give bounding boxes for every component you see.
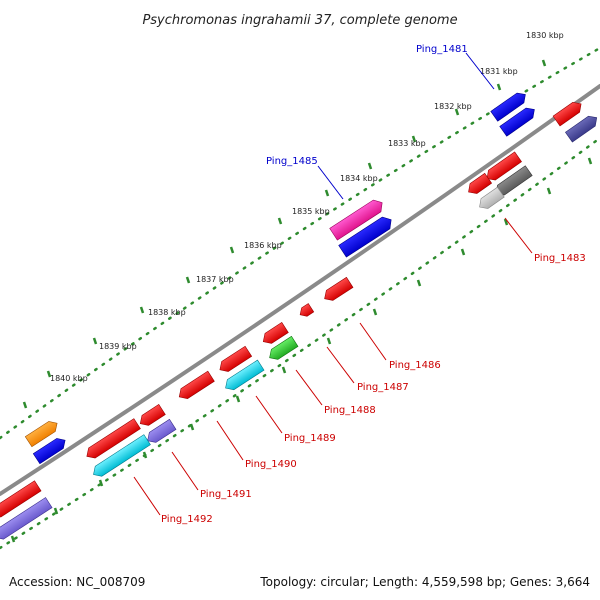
gene-ping-1489-cyan[interactable] bbox=[222, 359, 265, 393]
tick-label-1831: 1831 kbp bbox=[480, 67, 518, 76]
gene-reverse-red-right-2[interactable] bbox=[465, 172, 493, 197]
gene-ping-1481-b[interactable] bbox=[499, 105, 538, 137]
gene-reverse-red-bottom-left[interactable] bbox=[0, 480, 42, 520]
gene-reverse-red-long[interactable] bbox=[84, 418, 141, 462]
forward-leader-lines bbox=[317, 52, 495, 200]
tick-label-1839: 1839 kbp bbox=[99, 342, 137, 351]
tick-label-1832: 1832 kbp bbox=[434, 102, 472, 111]
gene-ping-1489-red[interactable] bbox=[217, 345, 253, 375]
gene-ping-1490[interactable] bbox=[176, 370, 215, 402]
gene-ping-1483-light[interactable] bbox=[476, 186, 505, 212]
tick-label-1840: 1840 kbp bbox=[50, 374, 88, 383]
label-ping-1486[interactable]: Ping_1486 bbox=[389, 360, 441, 371]
tick-label-1833: 1833 kbp bbox=[388, 139, 426, 148]
tick-label-1837: 1837 kbp bbox=[196, 275, 234, 284]
outer-ruler-ticks bbox=[22, 59, 547, 409]
gene-ping-1492[interactable] bbox=[90, 434, 151, 480]
label-ping-1483[interactable]: Ping_1483 bbox=[534, 253, 586, 264]
label-ping-1488[interactable]: Ping_1488 bbox=[324, 405, 376, 416]
gene-forward-blue-below-1485[interactable] bbox=[338, 214, 395, 258]
genome-backbone bbox=[0, 84, 600, 496]
map-title: Psychromonas ingrahamii 37, complete gen… bbox=[142, 13, 457, 28]
gene-forward-blue-left[interactable] bbox=[32, 435, 68, 465]
reverse-leader-lines bbox=[133, 217, 533, 516]
label-ping-1491[interactable]: Ping_1491 bbox=[200, 489, 252, 500]
label-ping-1487[interactable]: Ping_1487 bbox=[357, 382, 409, 393]
label-ping-1492[interactable]: Ping_1492 bbox=[161, 514, 213, 525]
tick-label-1838: 1838 kbp bbox=[148, 308, 186, 317]
tick-label-1835: 1835 kbp bbox=[292, 207, 330, 216]
gene-ping-1491-purple[interactable] bbox=[144, 418, 177, 445]
inner-ruler-dotted bbox=[0, 136, 600, 550]
gene-ping-1488-green[interactable] bbox=[266, 335, 299, 362]
gene-reverse-purple-bottom-left[interactable] bbox=[0, 497, 53, 543]
gene-ping-1486[interactable] bbox=[321, 276, 354, 303]
tick-label-1834: 1834 kbp bbox=[340, 174, 378, 183]
tick-label-1830: 1830 kbp bbox=[526, 31, 564, 40]
gene-forward-top-right-red[interactable] bbox=[552, 99, 584, 127]
gene-ping-1481-a[interactable] bbox=[490, 90, 529, 122]
gene-forward-top-right-navy[interactable] bbox=[565, 113, 600, 143]
label-ping-1490[interactable]: Ping_1490 bbox=[245, 459, 297, 470]
label-ping-1485[interactable]: Ping_1485 bbox=[266, 156, 318, 167]
gene-ping-1487[interactable] bbox=[297, 303, 315, 319]
gene-reverse-red-small-1491[interactable] bbox=[137, 404, 166, 428]
label-ping-1489[interactable]: Ping_1489 bbox=[284, 433, 336, 444]
inner-ruler-ticks bbox=[10, 157, 593, 543]
tick-label-1836: 1836 kbp bbox=[244, 241, 282, 250]
gene-ping-1488-red[interactable] bbox=[260, 322, 289, 346]
gene-forward-orange[interactable] bbox=[24, 418, 60, 448]
accession-text: Accession: NC_008709 bbox=[9, 575, 145, 589]
genome-summary-text: Topology: circular; Length: 4,559,598 bp… bbox=[259, 575, 590, 589]
gene-ping-1485[interactable] bbox=[329, 197, 386, 241]
label-ping-1481[interactable]: Ping_1481 bbox=[416, 44, 468, 55]
